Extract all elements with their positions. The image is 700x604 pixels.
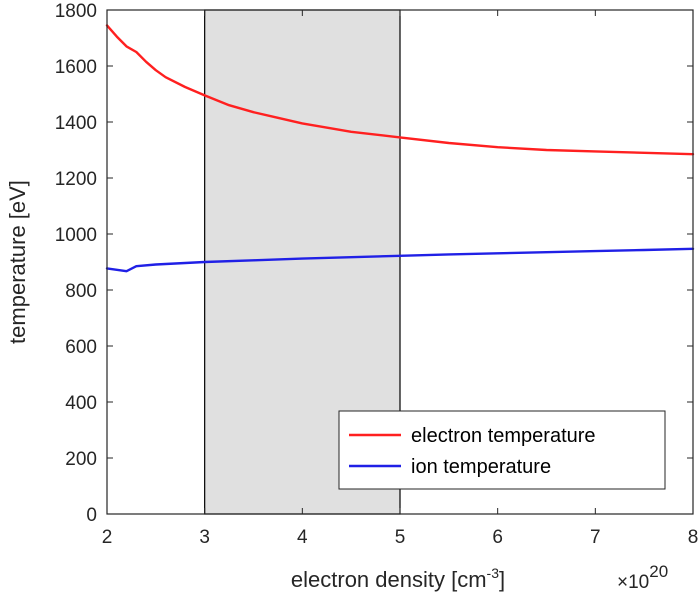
x-axis-multiplier: ×1020: [617, 562, 668, 593]
x-tick-label: 6: [492, 527, 503, 548]
series-line-electron-temperature: [105, 24, 695, 156]
y-axis-label: temperature [eV]: [5, 180, 30, 344]
legend-label-electron-temperature: electron temperature: [411, 425, 596, 447]
y-tick-label: 800: [65, 281, 97, 302]
x-tick-label: 5: [395, 527, 406, 548]
y-tick-label: 1000: [55, 225, 97, 246]
y-tick-label: 1600: [55, 57, 97, 78]
series-line-ion-temperature: [105, 247, 695, 273]
legend-label-ion-temperature: ion temperature: [411, 456, 551, 478]
plot-area: 2 3 4 5 6 7 8 0 200 400 600 800 1000 1200 1400 1600 1800…: [55, 1, 699, 548]
x-axis-multiplier-base: ×10: [617, 572, 649, 593]
x-tick-label: 8: [688, 527, 699, 548]
x-axis-label-main: electron density [cm: [291, 567, 487, 592]
y-tick-label: 1400: [55, 113, 97, 134]
x-tick-label: 2: [102, 527, 113, 548]
x-axis-multiplier-exponent: 20: [649, 562, 668, 581]
y-tick-label: 600: [65, 337, 97, 358]
y-tick-label: 0: [86, 505, 97, 526]
x-axis-label-tail: ]: [499, 567, 505, 592]
y-tick-label: 200: [65, 449, 97, 470]
x-tick-label: 4: [297, 527, 308, 548]
x-tick-label: 3: [199, 527, 210, 548]
y-tick-label: 1800: [55, 1, 97, 22]
x-axis-label: electron density [cm-3]: [291, 565, 505, 592]
x-tick-label: 7: [590, 527, 601, 548]
legend-box: [338, 410, 666, 490]
y-tick-label: 1200: [55, 169, 97, 190]
x-axis-label-superscript: -3: [487, 565, 500, 581]
y-tick-label: 400: [65, 393, 97, 414]
